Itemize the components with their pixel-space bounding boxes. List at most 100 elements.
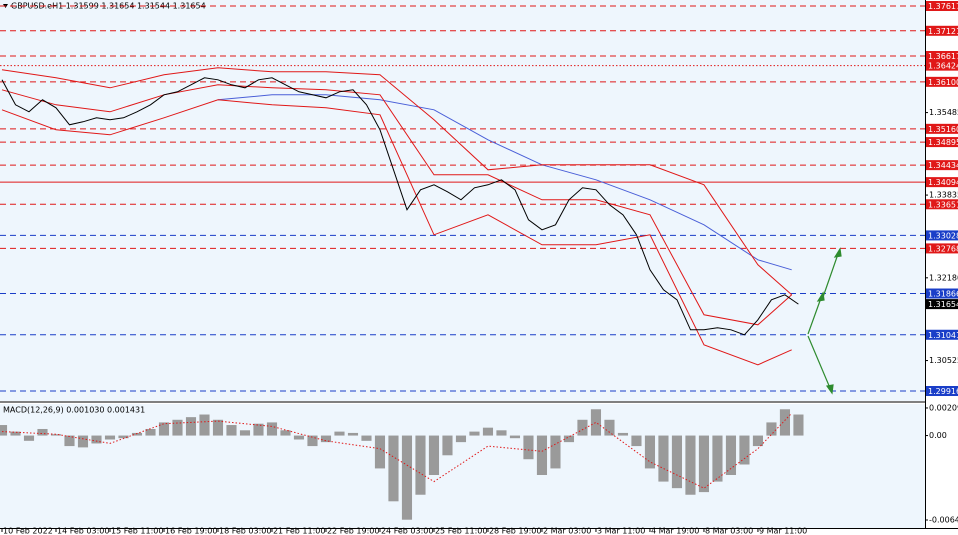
histogram-bar (469, 431, 480, 436)
histogram-bar (91, 435, 102, 444)
level-tag (926, 25, 958, 36)
level-label: 1.33651 (928, 200, 958, 209)
histogram-bar (77, 435, 89, 448)
histogram-bar (671, 435, 683, 489)
histogram-bar (482, 427, 494, 436)
x-tick-label: 14 Feb 03:00 (57, 527, 109, 535)
histogram-bar (712, 435, 723, 482)
histogram-bar (455, 435, 467, 443)
histogram-bar (64, 435, 75, 447)
histogram-bar (212, 419, 224, 436)
histogram-bar (37, 428, 48, 436)
x-tick-label: 4 Mar 19:00 (651, 527, 699, 535)
histogram-bar (698, 435, 710, 493)
level-label: 1.29916 (928, 387, 958, 396)
histogram-bar (779, 409, 791, 436)
histogram-bar (320, 435, 332, 443)
panel-title: MACD(12,26,9) 0.001030 0.001431 (3, 406, 145, 415)
level-tag (926, 329, 958, 340)
histogram-bar (307, 435, 318, 447)
histogram-bar (172, 419, 183, 436)
panel-title: GBPUSD.eH1 1.31599 1.31654 1.31544 1.316… (11, 2, 206, 11)
histogram-bar (563, 435, 575, 443)
level-tag (926, 288, 958, 299)
level-tag (926, 230, 958, 241)
level-label: 1.34094 (928, 178, 958, 187)
series-line (217, 94, 792, 271)
level-label: 1.33028 (928, 231, 958, 240)
x-tick-label: 10 Feb 2022 (3, 527, 53, 535)
histogram-bar (739, 435, 750, 465)
series-line (1, 84, 793, 326)
histogram-bar (590, 409, 602, 436)
histogram-bar (226, 425, 237, 436)
histogram-bar (644, 435, 656, 469)
series-line (1, 77, 799, 336)
x-tick-label: 18 Feb 03:00 (219, 527, 271, 535)
arrow-head (833, 247, 842, 258)
histogram-bar (428, 435, 440, 476)
histogram-bar (334, 431, 345, 436)
histogram-bar (752, 435, 764, 447)
level-label: 1.31866 (928, 290, 958, 299)
histogram-bar (199, 414, 210, 436)
level-label: 1.37617 (928, 2, 958, 11)
price-panel (0, 0, 925, 401)
histogram-bar (280, 430, 291, 436)
histogram-bar (725, 435, 737, 476)
x-tick-label: 21 Feb 11:00 (273, 527, 325, 535)
level-tag (926, 60, 958, 71)
histogram-bar (374, 435, 386, 469)
histogram-bar (50, 434, 62, 436)
histogram-bar (442, 435, 453, 456)
histogram-bar (388, 435, 399, 502)
level-tag (926, 123, 958, 134)
level-label: 1.36424 (928, 62, 958, 71)
histogram-bar (604, 419, 615, 436)
level-tag (926, 199, 958, 210)
y-tick-label: 0.002098 (929, 403, 958, 412)
histogram-bar (766, 422, 777, 436)
x-tick-label: 3 Mar 11:00 (597, 527, 645, 535)
y-tick-label: 1.35485 (929, 108, 958, 117)
histogram-bar (361, 435, 372, 441)
level-label: 1.35160 (928, 125, 958, 134)
x-tick-label: 9 Mar 11:00 (759, 527, 807, 535)
y-tick-label: 1.32180 (929, 273, 958, 282)
histogram-bar (509, 435, 521, 439)
histogram-bar (523, 435, 534, 460)
level-tag (926, 177, 958, 188)
histogram-bar (23, 435, 35, 441)
histogram-bar (347, 432, 359, 436)
x-tick-label: 24 Feb 03:00 (381, 527, 433, 535)
level-label: 1.36617 (928, 52, 958, 61)
y-tick-label: -0.006421 (929, 515, 958, 524)
histogram-bar (685, 435, 696, 495)
histogram-bar (496, 430, 507, 436)
x-tick-label: 8 Mar 03:00 (705, 527, 753, 535)
level-label: 1.36100 (928, 78, 958, 87)
histogram-bar (536, 435, 548, 476)
level-tag (926, 137, 958, 148)
level-tag (926, 243, 958, 254)
arrow-line (807, 335, 831, 389)
histogram-bar (104, 435, 116, 440)
projection-arrows (807, 247, 842, 395)
histogram-bar (658, 435, 669, 482)
level-label: 1.31654 (928, 300, 958, 309)
histogram-bar (631, 435, 642, 447)
level-label: 1.34434 (928, 161, 958, 170)
x-tick-label: 16 Feb 19:00 (165, 527, 217, 535)
y-tick-label: 1.30525 (929, 356, 958, 365)
x-tick-label: 25 Feb 11:00 (435, 527, 487, 535)
level-label: 1.37121 (928, 27, 958, 36)
series-line (1, 67, 793, 296)
level-tag (926, 160, 958, 171)
x-tick-label: 22 Feb 19:00 (327, 527, 379, 535)
histogram-bar (239, 430, 251, 436)
histogram-bar (617, 432, 629, 436)
histogram-bar (401, 435, 413, 520)
histogram-bar (793, 414, 804, 436)
y-tick-label: 1.33835 (929, 191, 958, 200)
